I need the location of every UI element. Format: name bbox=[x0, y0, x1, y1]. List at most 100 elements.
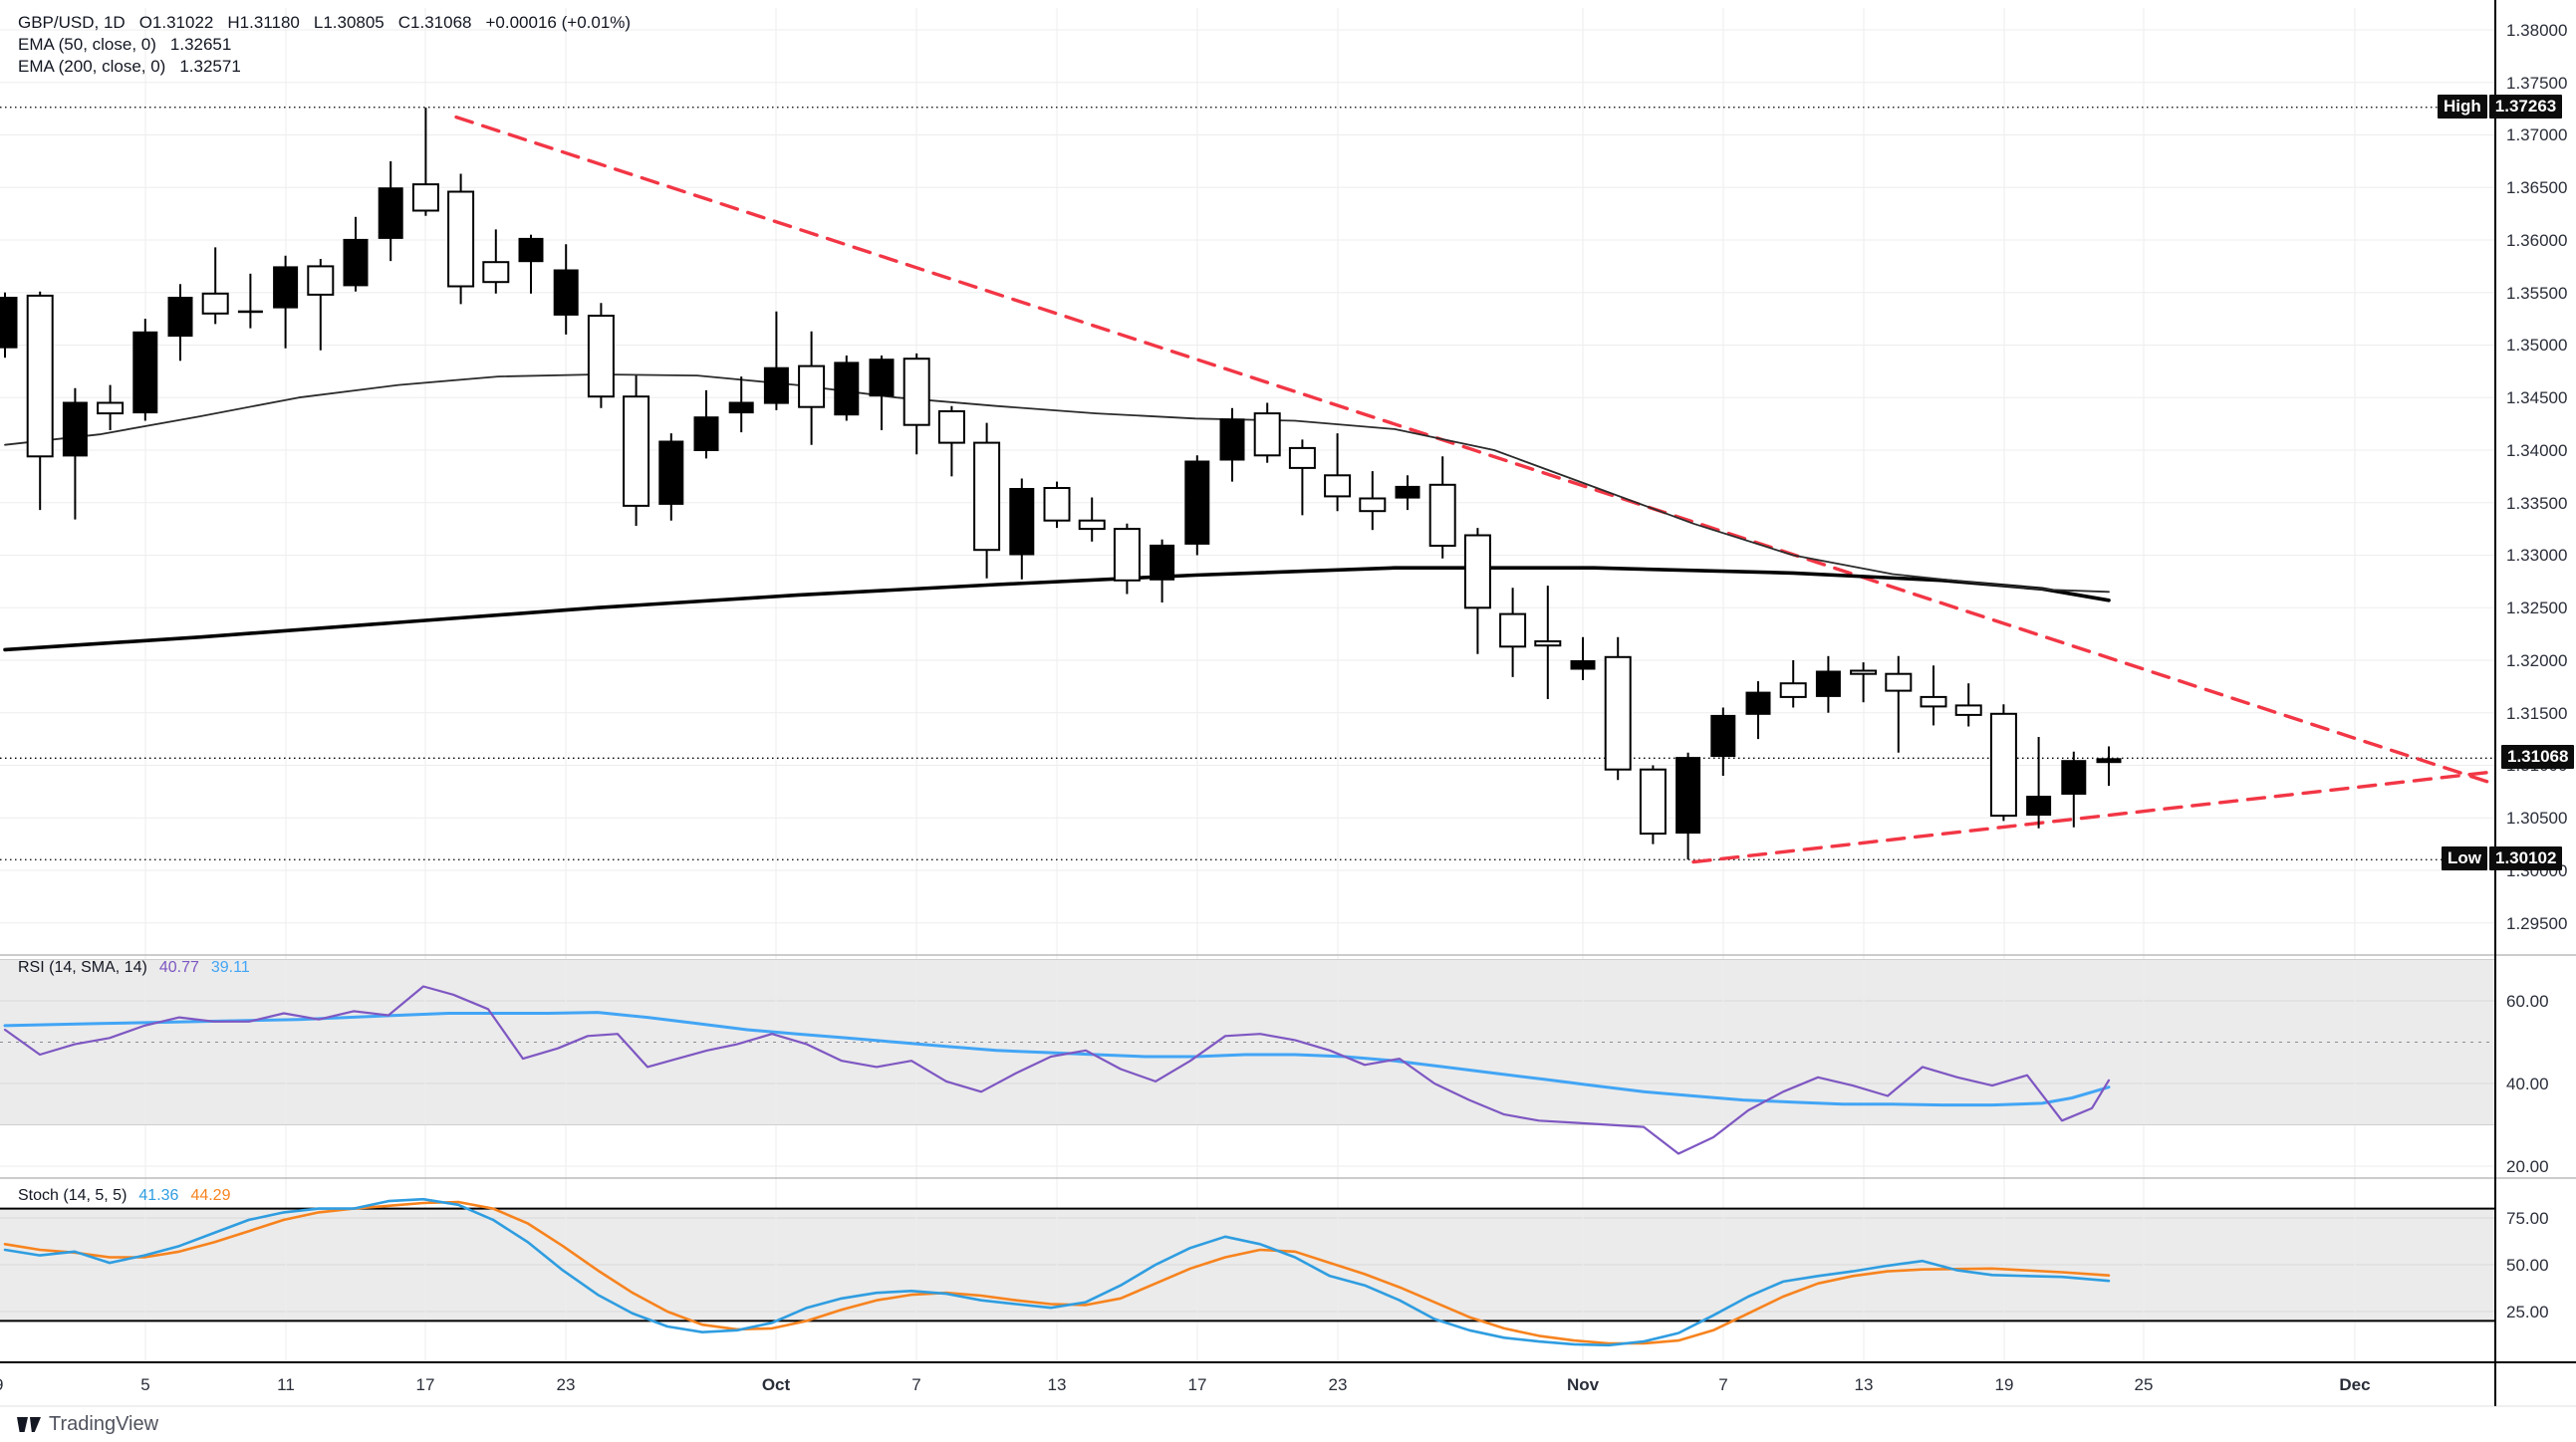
candle-down bbox=[1043, 481, 1071, 529]
candle-up bbox=[1570, 636, 1596, 680]
tradingview-watermark[interactable]: TradingView bbox=[16, 1413, 158, 1436]
ema200-label: EMA (200, close, 0) bbox=[18, 57, 166, 76]
price-tick-label: 1.36000 bbox=[2506, 231, 2568, 250]
candle-down bbox=[447, 173, 475, 305]
high-price-badge: High 1.37263 bbox=[2438, 94, 2563, 119]
ema200-value: 1.32571 bbox=[179, 57, 241, 76]
candle-up bbox=[553, 244, 579, 335]
candle-up bbox=[0, 292, 18, 359]
ema50-legend[interactable]: EMA (50, close, 0) 1.32651 bbox=[18, 34, 644, 56]
candle-down bbox=[1113, 523, 1141, 595]
candle-down bbox=[482, 229, 510, 294]
stoch-label: Stoch (14, 5, 5) bbox=[18, 1187, 128, 1204]
price-tick-label: 1.34000 bbox=[2506, 441, 2568, 460]
trendline-descending-resistance bbox=[454, 115, 2497, 787]
candle-down bbox=[201, 247, 229, 325]
ohlc-row: GBP/USD, 1D O1.31022 H1.31180 L1.30805 C1.31… bbox=[18, 12, 644, 34]
price-tick-label: 1.33500 bbox=[2506, 494, 2568, 513]
price-tick-label: 1.30500 bbox=[2506, 809, 2568, 828]
candle-up bbox=[1745, 681, 1771, 740]
candle-down bbox=[1288, 439, 1316, 516]
candle-down bbox=[1534, 586, 1562, 699]
price-tick-label: 1.29500 bbox=[2506, 914, 2568, 933]
price-tick-label: 1.37000 bbox=[2506, 125, 2568, 144]
ohlc-close: C1.31068 bbox=[397, 13, 472, 32]
candle-down bbox=[798, 331, 826, 445]
ema50-value: 1.32651 bbox=[169, 35, 232, 54]
time-tick-label: 19 bbox=[1994, 1375, 2014, 1394]
candle-down bbox=[1779, 660, 1807, 708]
price-tick-label: 1.31500 bbox=[2506, 704, 2568, 723]
price-tick-label: 1.32500 bbox=[2506, 599, 2568, 617]
candle-down bbox=[26, 291, 54, 511]
rsi-tick-label: 20.00 bbox=[2506, 1157, 2549, 1176]
time-tick-label: 23 bbox=[1328, 1375, 1348, 1394]
candle-down bbox=[1954, 683, 1982, 727]
time-tick-label: 7 bbox=[911, 1375, 921, 1394]
candle-up bbox=[1675, 752, 1701, 860]
candle-down bbox=[1499, 588, 1527, 677]
watermark-brand: TradingView bbox=[49, 1413, 159, 1435]
candle-down bbox=[1604, 636, 1632, 781]
candle-down bbox=[623, 375, 650, 526]
candle-down bbox=[1078, 497, 1106, 542]
stoch-d-value: 44.29 bbox=[190, 1187, 231, 1204]
ema200-legend[interactable]: EMA (200, close, 0) 1.32571 bbox=[18, 56, 644, 78]
rsi-tick-label: 60.00 bbox=[2506, 992, 2549, 1011]
candle-down bbox=[1428, 456, 1456, 559]
rsi-value: 40.77 bbox=[158, 959, 199, 976]
ema50-line bbox=[4, 373, 2110, 594]
ohlc-change: +0.00016 (+0.01%) bbox=[485, 13, 632, 32]
stoch-tick-label: 25.00 bbox=[2506, 1303, 2549, 1322]
price-tick-label: 1.36500 bbox=[2506, 178, 2568, 197]
candle-down bbox=[937, 405, 965, 477]
candle-up bbox=[1009, 478, 1035, 580]
candle-up bbox=[1150, 539, 1175, 602]
candle-up bbox=[763, 311, 789, 410]
candle-up bbox=[518, 234, 544, 294]
close-price-badge: 1.31068 bbox=[2501, 745, 2575, 770]
ohlc-open: O1.31022 bbox=[138, 13, 214, 32]
candle-up bbox=[167, 284, 193, 361]
price-tick-label: 1.35500 bbox=[2506, 284, 2568, 303]
candle-down bbox=[1253, 402, 1281, 463]
time-tick-label: Dec bbox=[2339, 1375, 2371, 1394]
rsi-legend[interactable]: RSI (14, SMA, 14) 40.77 39.11 bbox=[18, 959, 262, 977]
rsi-label: RSI (14, SMA, 14) bbox=[18, 959, 147, 976]
candle-up bbox=[378, 160, 403, 262]
ema50-label: EMA (50, close, 0) bbox=[18, 35, 156, 54]
price-tick-label: 1.32000 bbox=[2506, 651, 2568, 670]
stoch-legend[interactable]: Stoch (14, 5, 5) 41.36 44.29 bbox=[18, 1187, 242, 1205]
time-tick-label: 13 bbox=[1854, 1375, 1874, 1394]
candle-up bbox=[693, 389, 719, 459]
symbol-title[interactable]: GBP/USD, 1D bbox=[18, 13, 126, 32]
rsi-tick-label: 40.00 bbox=[2506, 1075, 2549, 1093]
time-tick-label: 25 bbox=[2134, 1375, 2154, 1394]
candle-up bbox=[1710, 707, 1736, 776]
time-tick-label: 13 bbox=[1047, 1375, 1067, 1394]
time-tick-label: 7 bbox=[1718, 1375, 1728, 1394]
symbol-legend[interactable]: GBP/USD, 1D O1.31022 H1.31180 L1.30805 C1.31… bbox=[18, 12, 644, 78]
candle-up bbox=[2026, 737, 2052, 829]
candle-down bbox=[411, 108, 439, 216]
candle-up bbox=[1395, 475, 1420, 511]
stoch-k-line bbox=[3, 1197, 2111, 1347]
candle-down bbox=[1359, 471, 1387, 531]
price-tick-label: 1.34500 bbox=[2506, 388, 2568, 407]
ohlc-high: H1.31180 bbox=[227, 13, 300, 32]
price-tick-label: 1.35000 bbox=[2506, 336, 2568, 355]
candle-down bbox=[307, 259, 335, 351]
time-tick-label: 17 bbox=[415, 1375, 435, 1394]
candle-up bbox=[132, 319, 158, 421]
candle-up bbox=[728, 376, 754, 433]
time-tick-label: 11 bbox=[277, 1375, 295, 1394]
stoch-tick-label: 50.00 bbox=[2506, 1256, 2549, 1275]
candle-up bbox=[62, 387, 88, 520]
price-tick-label: 1.33000 bbox=[2506, 546, 2568, 565]
ema200-line bbox=[3, 566, 2111, 652]
candle-up bbox=[2061, 751, 2087, 828]
time-tick-label: Nov bbox=[1566, 1375, 1600, 1394]
ohlc-low: L1.30805 bbox=[313, 13, 385, 32]
